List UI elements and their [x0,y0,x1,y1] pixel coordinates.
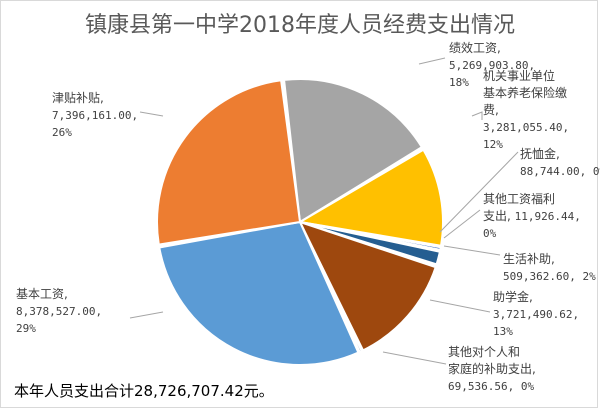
slice-label-text: 基本工资, [16,287,68,301]
slice-label-text: 家庭的补助支出, [448,361,536,376]
slice-label-text: 抚恤金, [520,146,560,161]
pie-slices [156,78,444,366]
leader-line-4 [443,245,501,256]
slice-label-text: 其他对个人和 [448,345,520,359]
slice-label-percent: 0% [483,227,497,240]
pie-slice-4 [299,221,442,266]
slice-label-percent: 12% [483,138,503,151]
slice-label-text: 费, [483,103,499,117]
slice-label-value: 3,281,055.40, [483,121,569,134]
leader-line-7 [129,311,164,319]
slice-label-value: 7,396,161.00, [52,109,138,122]
slice-label-text: 生活补助, [503,252,555,266]
slice-label-text: 绩效工资, [449,40,501,55]
slice-label-text: 支出, 11,926.44, [483,209,581,223]
pie-slice-5 [298,220,437,352]
slice-label-value: 69,536.56, 0% [448,380,534,393]
slice-label-8: 津贴补贴, 7,396,161.00, 26% [52,91,138,139]
slice-label-value: 509,362.60, 2% [503,270,596,283]
leader-lines [129,57,519,365]
slice-label-value: 88,744.00, 0% [520,165,600,178]
slice-label-2: 抚恤金, 88,744.00, 0% [520,146,600,178]
slice-label-text: 津贴补贴, [52,91,104,105]
pie-slice-7 [158,220,360,366]
slice-label-value: 3,721,490.62, [493,308,579,321]
chart-title: 镇康县第一中学2018年度人员经费支出情况 [85,13,515,38]
pie-slice-1 [297,148,444,247]
slice-label-text: 机关事业单位 [483,68,555,83]
leader-line-1 [471,111,483,120]
slice-label-text: 其他工资福利 [483,191,555,206]
slice-label-7: 基本工资, 8,378,527.00, 29% [16,287,102,335]
leader-line-8 [139,111,164,117]
slice-label-text: 基本养老保险缴 [483,85,567,100]
pie-slice-0 [282,78,424,224]
pie-slice-8 [156,79,302,246]
slice-label-4: 生活补助, 509,362.60, 2% [503,252,596,283]
slice-label-0: 绩效工资, 5,269,903.80, 18% [449,40,535,89]
slice-label-percent: 29% [16,322,36,335]
slice-label-value: 5,269,903.80, [449,59,535,72]
total-summary: 本年人员支出合计28,726,707.42元。 [14,382,274,400]
leader-line-0 [418,57,446,65]
slice-label-text: 助学金, [493,289,533,304]
slice-label-percent: 26% [52,126,72,139]
slice-label-5: 助学金, 3,721,490.62, 13% [493,289,579,338]
leader-line-3 [443,209,481,239]
slice-label-percent: 13% [493,325,513,338]
leader-line-2 [439,151,519,233]
leader-line-5 [429,299,491,313]
slice-label-value: 8,378,527.00, [16,305,102,318]
slice-label-percent: 18% [449,76,469,89]
leader-line-6 [382,351,447,365]
